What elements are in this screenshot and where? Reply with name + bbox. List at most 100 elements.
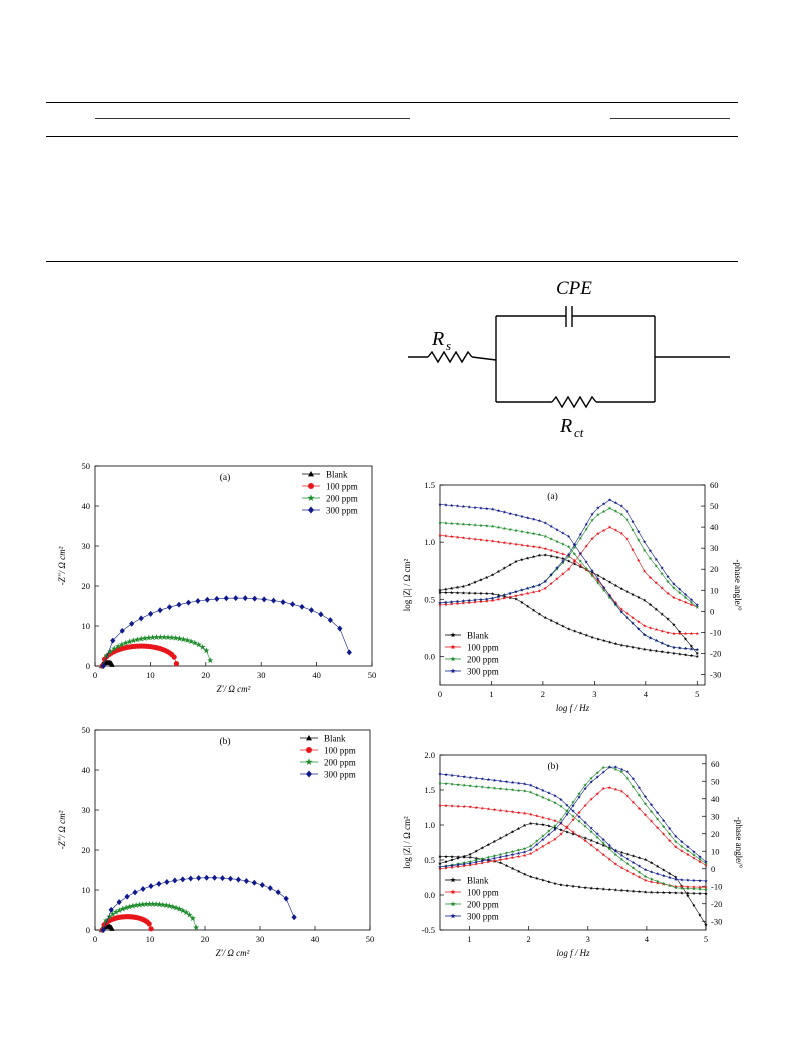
logz-point <box>704 885 708 889</box>
logz-point <box>438 803 442 807</box>
y-tick-label: 40 <box>82 765 91 775</box>
logz-point <box>549 618 553 622</box>
logz-point <box>654 627 659 632</box>
legend-label: 100 ppm <box>324 746 356 756</box>
phase-point <box>655 825 660 830</box>
data-point <box>207 657 214 664</box>
phase-point <box>571 832 575 836</box>
phase-point <box>589 797 593 801</box>
phase-point <box>642 540 647 544</box>
phase-point <box>686 848 690 853</box>
phase-point <box>534 822 539 826</box>
logz-point <box>625 615 629 620</box>
logz-point <box>534 814 539 818</box>
logz-point <box>467 591 472 595</box>
logz-point <box>461 522 466 526</box>
data-point <box>109 910 116 917</box>
logz-point <box>686 891 690 895</box>
data-point <box>146 921 152 927</box>
phase-point <box>455 585 460 589</box>
logz-point <box>455 504 460 508</box>
series-200-ppm <box>438 765 708 891</box>
legend-label: 300 ppm <box>326 506 358 516</box>
phase-point <box>468 863 473 867</box>
phase-point <box>510 829 515 834</box>
phase-line <box>439 823 707 925</box>
data-point <box>214 595 220 602</box>
logz-point <box>654 638 659 643</box>
logz-point <box>661 890 666 895</box>
logz-point <box>455 590 460 595</box>
logz-point <box>666 643 670 648</box>
data-point <box>138 635 145 642</box>
phase-point <box>637 785 642 790</box>
logz-point <box>660 649 664 654</box>
logz-point <box>525 515 530 520</box>
y-tick-label: 1.0 <box>424 820 435 830</box>
logz-point <box>540 788 545 792</box>
legend-label: 200 ppm <box>326 494 358 504</box>
logz-point <box>661 881 666 885</box>
logz-point <box>637 864 642 868</box>
phase-point <box>555 576 559 581</box>
logz-point <box>704 887 708 891</box>
logz-point <box>680 877 684 882</box>
phase-point <box>555 567 559 571</box>
logz-point <box>578 631 583 635</box>
logz-point <box>578 551 583 556</box>
data-point <box>149 900 156 907</box>
phase-point <box>613 787 618 791</box>
phase-point <box>537 583 542 587</box>
phase-point <box>683 595 688 600</box>
logz-point <box>672 651 676 655</box>
logz-point <box>510 780 515 785</box>
logz-point <box>486 785 491 790</box>
logz-point <box>496 540 501 544</box>
phase-point <box>514 593 518 598</box>
logz-point <box>514 597 518 601</box>
logz-line <box>439 782 707 890</box>
logz-point <box>637 889 642 894</box>
logz-point <box>672 631 676 636</box>
phase-point <box>474 858 479 862</box>
phase-point <box>689 597 694 602</box>
phase-point <box>520 588 524 592</box>
logz-point <box>534 792 539 797</box>
logz-point <box>537 612 542 616</box>
logz-point <box>522 789 527 793</box>
logz-point <box>555 539 559 544</box>
y-tick-label: 0.0 <box>424 651 435 661</box>
data-point <box>126 638 133 645</box>
phase-point <box>516 848 521 852</box>
logz-point <box>504 779 509 784</box>
phase-point <box>654 581 659 585</box>
logz-point <box>479 506 483 510</box>
phase-point <box>498 836 503 840</box>
logz-point <box>462 774 466 779</box>
series-200-ppm <box>99 900 200 933</box>
y2-tick-label: 30 <box>710 543 719 553</box>
phase-point <box>677 590 682 595</box>
phase-point <box>516 851 521 855</box>
phase-point <box>613 583 618 587</box>
phase-point <box>613 528 618 532</box>
data-point <box>148 883 154 890</box>
phase-point <box>449 600 454 604</box>
logz-point <box>655 879 660 883</box>
data-point <box>219 875 226 882</box>
phase-point <box>553 827 557 832</box>
y2-tick-label: 10 <box>710 585 719 595</box>
y-tick-label: 1.0 <box>424 537 435 547</box>
logz-point <box>490 539 495 543</box>
logz-point <box>540 815 545 819</box>
phase-point <box>547 823 551 828</box>
phase-point <box>667 826 672 831</box>
logz-point <box>549 524 553 528</box>
data-point <box>100 927 106 933</box>
phase-point <box>456 856 460 860</box>
logz-point <box>649 880 654 884</box>
phase-point <box>637 806 642 811</box>
phase-point <box>461 601 466 605</box>
phase-line <box>439 787 707 870</box>
